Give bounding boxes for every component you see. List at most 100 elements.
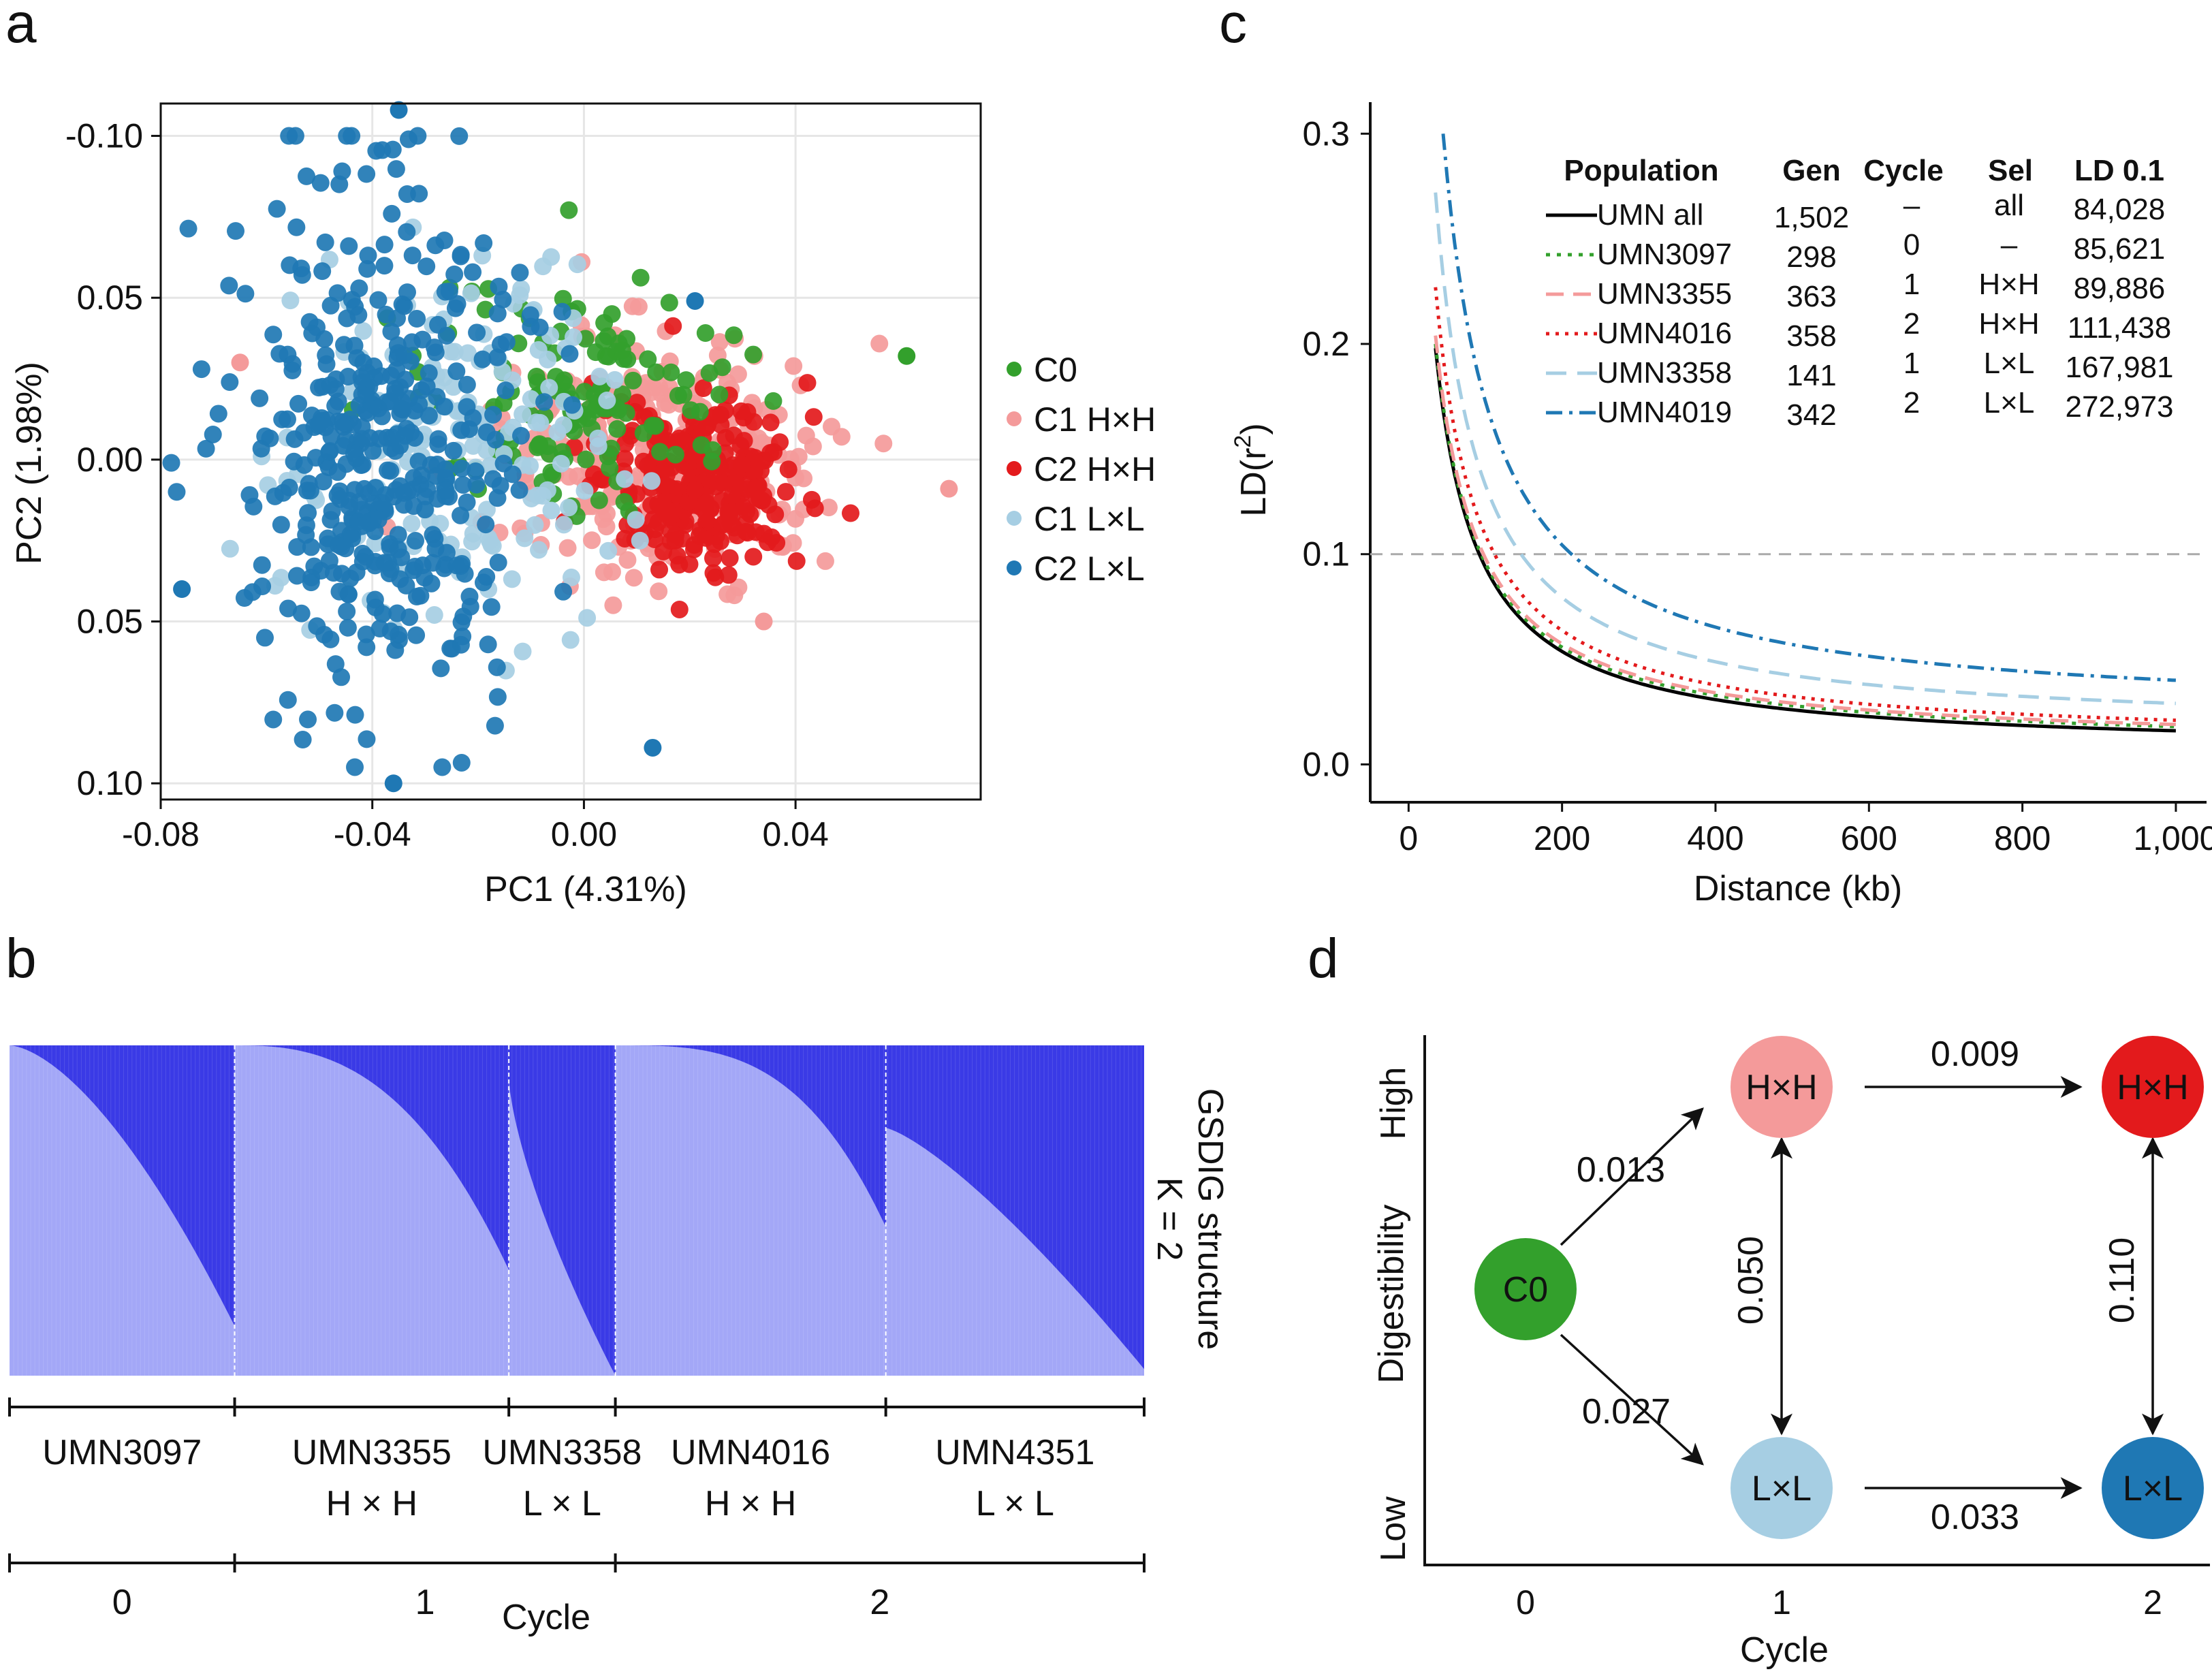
pca-point — [503, 570, 521, 588]
pca-point — [554, 289, 572, 308]
pca-point — [320, 443, 338, 461]
pca-point — [521, 306, 539, 324]
selection-diagram-panel: Digestibility High Low 0 1 2 Cycle 0.013… — [1372, 1034, 2210, 1670]
pca-point — [785, 357, 803, 375]
pca-point — [664, 317, 682, 335]
pca-point — [410, 185, 428, 203]
pca-point — [452, 421, 471, 439]
structure-cluster2-area — [615, 1045, 886, 1227]
node-c0 — [1474, 1238, 1577, 1340]
pca-point — [560, 345, 579, 363]
ld-decay-panel: 0 200 400 600 800 1,000 0.0 0.1 0.2 0.3 Populatio… — [1230, 102, 2212, 908]
pca-point — [444, 441, 462, 460]
pca-point — [264, 326, 283, 344]
pca-point — [309, 416, 328, 434]
pca-point — [381, 392, 399, 411]
pca-point — [484, 537, 502, 555]
pca-point — [488, 688, 507, 706]
structure-axes: UMN3097 UMN3355 H × H UMN3358 L × L UMN4016 H … — [8, 1397, 1146, 1622]
pca-point — [575, 481, 594, 500]
structure-population-label: UMN4016 — [671, 1433, 830, 1472]
pca-point — [554, 416, 573, 434]
ld-legend-table: Population Gen Cycle Sel LD 0.1 UMN all 1,502 –… — [1546, 154, 2174, 432]
pca-point — [307, 318, 326, 336]
pca-point — [432, 659, 450, 678]
ld-curve — [1434, 335, 2176, 727]
ld-table-header: Gen — [1782, 154, 1841, 187]
pca-point — [562, 568, 580, 586]
pca-point — [669, 386, 687, 405]
pca-point — [624, 371, 642, 390]
pca-point — [454, 475, 472, 494]
pca-point — [482, 598, 501, 616]
pca-point — [583, 531, 601, 550]
pca-point — [162, 454, 180, 472]
pca-point — [452, 753, 471, 772]
pca-point — [279, 599, 298, 618]
structure-x-axis-label: Cycle — [502, 1598, 590, 1637]
pca-point — [870, 334, 889, 353]
pca-point — [662, 363, 680, 381]
pca-point — [697, 494, 715, 512]
pca-point — [744, 413, 763, 431]
ld-legend-population: UMN all — [1597, 198, 1703, 232]
pca-point — [338, 602, 356, 620]
pca-point — [422, 456, 440, 474]
ld-legend-population: UMN4019 — [1597, 396, 1732, 429]
pca-point — [338, 127, 356, 145]
pca-point — [599, 327, 617, 345]
pca-point — [366, 535, 384, 553]
structure-cycle-label: 0 — [112, 1583, 132, 1622]
pca-point — [192, 360, 210, 379]
pca-point — [447, 362, 466, 381]
pca-point — [729, 578, 748, 597]
pca-point — [623, 297, 642, 315]
pca-point — [874, 434, 893, 453]
pca-point — [744, 345, 763, 364]
structure-cluster2-area — [10, 1045, 235, 1327]
pca-point — [221, 539, 239, 558]
pca-point — [330, 175, 349, 193]
pca-point — [832, 428, 851, 446]
pca-point — [732, 456, 750, 474]
ld-y-tick-label: 0.3 — [1302, 114, 1350, 153]
pca-point — [761, 444, 780, 462]
pca-point — [426, 343, 445, 362]
pca-point — [700, 364, 718, 382]
pca-point — [631, 268, 650, 287]
pca-point — [328, 486, 347, 505]
pca-point — [335, 336, 353, 354]
pca-point — [236, 285, 255, 303]
ld-legend-gen: 363 — [1786, 280, 1836, 313]
ld-curve — [1441, 133, 2176, 682]
ld-legend-population: UMN4016 — [1597, 317, 1732, 350]
pca-point — [407, 626, 426, 644]
edge-c0-hh1 — [1560, 1107, 1704, 1246]
ld-legend-gen: 342 — [1786, 398, 1836, 432]
pca-point — [552, 454, 570, 473]
pca-point — [540, 379, 558, 397]
pca-point — [603, 563, 621, 581]
pca-point — [542, 501, 560, 520]
ld-x-tick-label: 200 — [1534, 819, 1590, 857]
pca-point — [323, 502, 341, 520]
pca-point — [253, 578, 272, 596]
pca-point — [723, 486, 742, 505]
pca-point — [764, 392, 783, 410]
pca-point — [512, 426, 531, 445]
pca-point — [332, 668, 351, 686]
pca-point — [373, 141, 392, 159]
pca-point — [373, 605, 392, 623]
node-ll2-label: L×L — [2123, 1469, 2183, 1508]
pca-point — [420, 407, 438, 425]
pca-point — [268, 200, 286, 218]
node-hh2 — [2102, 1036, 2204, 1138]
pca-point — [272, 516, 290, 534]
pca-point — [437, 481, 455, 500]
pca-point — [343, 529, 362, 548]
structure-selection-label: H × H — [326, 1484, 417, 1523]
edge-label-c0-ll1: 0.027 — [1582, 1392, 1671, 1432]
pca-point — [292, 604, 311, 622]
pca-point — [382, 322, 400, 341]
pca-point — [682, 401, 700, 420]
